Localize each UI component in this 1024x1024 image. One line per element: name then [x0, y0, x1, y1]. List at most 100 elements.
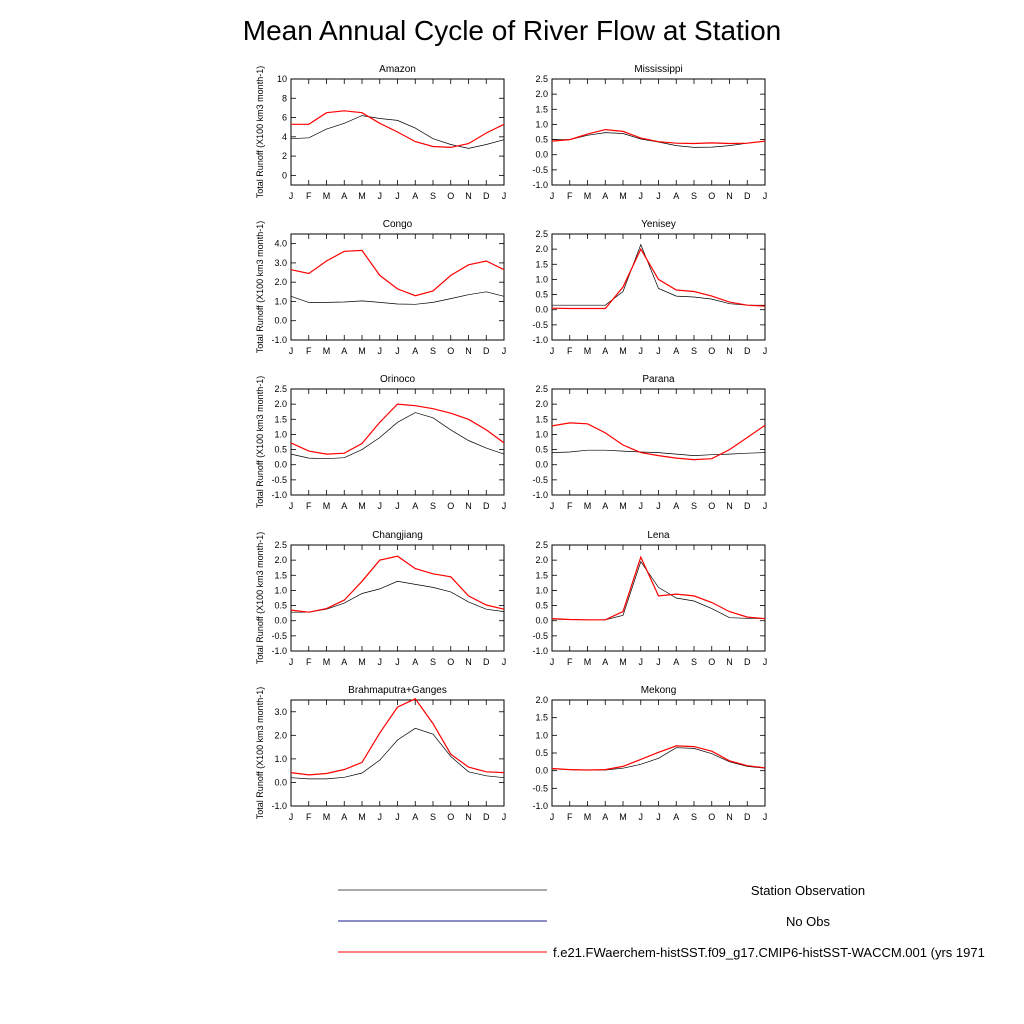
x-tick-label: O — [708, 501, 715, 511]
x-tick-label: J — [395, 501, 400, 511]
x-tick-label: M — [619, 501, 627, 511]
plot-frame — [551, 388, 766, 496]
x-tick-label: M — [358, 812, 366, 822]
y-tick-label: -0.5 — [532, 475, 548, 485]
x-tick-label: J — [378, 812, 383, 822]
y-tick-label: -1.0 — [271, 490, 287, 500]
x-tick-label: J — [395, 812, 400, 822]
x-tick-label: J — [289, 346, 294, 356]
x-tick-label: A — [673, 191, 679, 201]
y-tick-label: -1.0 — [271, 801, 287, 811]
x-tick-label: O — [447, 501, 454, 511]
y-tick-label: 0.0 — [535, 460, 548, 470]
legend-label-station-observation: Station Observation — [751, 883, 865, 898]
x-tick-label: F — [306, 501, 312, 511]
x-tick-label: N — [726, 191, 733, 201]
series-line-model — [290, 555, 505, 613]
y-tick-label: -1.0 — [271, 646, 287, 656]
y-tick-label: 1.0 — [274, 296, 287, 306]
series-line-model — [290, 698, 505, 776]
y-tick-label: 0 — [282, 170, 287, 180]
y-tick-label: 1.0 — [535, 585, 548, 595]
y-tick-label: 4.0 — [274, 239, 287, 249]
y-tick-label: 2.0 — [274, 555, 287, 565]
x-tick-label: S — [691, 812, 697, 822]
panel-title: Lena — [647, 530, 670, 541]
y-axis-label: Total Runoff (X100 km3 month-1) — [255, 376, 265, 508]
x-tick-label: M — [358, 501, 366, 511]
x-tick-label: J — [763, 501, 768, 511]
panel-title: Changjiang — [372, 530, 423, 541]
plot-frame — [290, 699, 505, 807]
x-tick-label: J — [395, 191, 400, 201]
series-line-observation — [551, 449, 766, 456]
x-tick-label: N — [726, 812, 733, 822]
x-tick-label: D — [744, 346, 751, 356]
y-tick-label: -0.5 — [271, 631, 287, 641]
x-tick-label: N — [465, 191, 472, 201]
series-line-model — [290, 249, 505, 297]
y-tick-label: 0.0 — [535, 305, 548, 315]
x-tick-label: J — [502, 346, 507, 356]
x-tick-label: J — [550, 191, 555, 201]
y-tick-label: 2.5 — [274, 540, 287, 550]
x-tick-label: J — [550, 657, 555, 667]
y-tick-label: 6 — [282, 113, 287, 123]
plot-frame — [290, 233, 505, 341]
x-tick-label: M — [323, 501, 331, 511]
x-tick-label: S — [430, 657, 436, 667]
x-tick-label: J — [395, 346, 400, 356]
x-tick-label: J — [639, 812, 644, 822]
x-tick-label: M — [584, 812, 592, 822]
y-tick-label: -1.0 — [271, 335, 287, 345]
x-tick-label: A — [602, 657, 608, 667]
x-tick-label: M — [323, 346, 331, 356]
series-line-model — [551, 128, 766, 145]
x-tick-label: J — [639, 191, 644, 201]
x-tick-label: A — [602, 191, 608, 201]
y-tick-label: 2.0 — [535, 89, 548, 99]
series-line-observation — [291, 580, 505, 613]
plot-frame — [551, 78, 766, 186]
x-tick-label: D — [483, 812, 490, 822]
panel-title: Congo — [383, 219, 413, 230]
series-line-observation — [290, 727, 505, 780]
x-tick-label: F — [306, 812, 312, 822]
series-line-observation — [290, 291, 505, 305]
y-tick-label: 3.0 — [274, 707, 287, 717]
x-tick-label: A — [602, 501, 608, 511]
legend: Station Observation No Obs f.e21.FWaerch… — [338, 883, 985, 960]
x-tick-label: J — [656, 346, 661, 356]
x-tick-label: M — [584, 191, 592, 201]
y-tick-label: -1.0 — [532, 490, 548, 500]
x-tick-label: J — [378, 657, 383, 667]
y-tick-label: 2.5 — [535, 74, 548, 84]
y-tick-label: 2.0 — [535, 695, 548, 705]
y-tick-label: 1.0 — [535, 119, 548, 129]
y-tick-label: 1.0 — [274, 585, 287, 595]
x-tick-label: M — [358, 657, 366, 667]
x-tick-label: M — [358, 191, 366, 201]
series-line-observation — [552, 243, 765, 306]
x-tick-label: N — [726, 657, 733, 667]
x-tick-label: M — [358, 346, 366, 356]
x-tick-label: F — [306, 346, 312, 356]
x-tick-label: J — [502, 191, 507, 201]
y-tick-label: 2.0 — [274, 730, 287, 740]
x-tick-label: N — [465, 657, 472, 667]
panel-title: Mekong — [641, 685, 677, 696]
y-tick-label: 0.5 — [535, 290, 548, 300]
plot-frame — [551, 544, 766, 652]
x-tick-label: F — [567, 191, 573, 201]
x-tick-label: O — [708, 812, 715, 822]
x-tick-label: S — [430, 191, 436, 201]
x-tick-label: M — [323, 812, 331, 822]
x-tick-label: J — [656, 657, 661, 667]
x-tick-label: M — [584, 501, 592, 511]
y-tick-label: -1.0 — [532, 335, 548, 345]
